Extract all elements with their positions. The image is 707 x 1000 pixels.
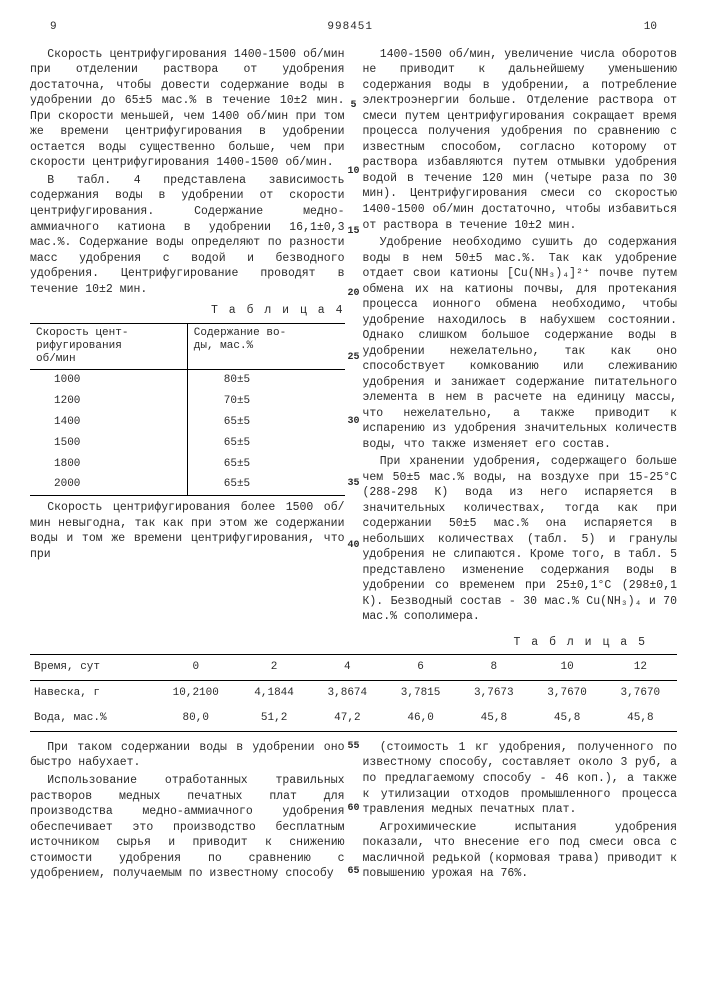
table-cell: 3,7670 xyxy=(604,681,677,706)
paragraph: Удобрение необходимо сушить до содержани… xyxy=(363,235,678,452)
line-number: 35 xyxy=(347,477,359,491)
table-cell: 3,7673 xyxy=(457,681,530,706)
table-cell: 1800 xyxy=(30,454,187,475)
line-number: 55 xyxy=(347,740,359,754)
table-row: 140065±5 xyxy=(30,412,345,433)
table-cell: 1400 xyxy=(30,412,187,433)
table4-header: Содержание во- ды, мас.% xyxy=(187,323,344,370)
table-4: Скорость цент- рифугирования об/мин Соде… xyxy=(30,323,345,497)
line-number: 40 xyxy=(347,539,359,553)
table-cell: 45,8 xyxy=(457,706,530,731)
table-cell: 80±5 xyxy=(187,370,344,391)
table-header-cell: 8 xyxy=(457,655,530,681)
bottom-left-column: При таком содержании воды в удобрении он… xyxy=(30,740,345,884)
paragraph: Агрохимические испытания удобрения показ… xyxy=(363,820,678,882)
table-header-cell: 10 xyxy=(530,655,603,681)
table-header-cell: 0 xyxy=(154,655,237,681)
table-cell: 45,8 xyxy=(530,706,603,731)
table-cell: Вода, мас.% xyxy=(30,706,154,731)
table-row: 180065±5 xyxy=(30,454,345,475)
line-number: 15 xyxy=(347,225,359,239)
table-row: Навеска, г10,21004,18443,86743,78153,767… xyxy=(30,681,677,706)
table-cell: 45,8 xyxy=(604,706,677,731)
line-number: 65 xyxy=(347,865,359,879)
table4-header: Скорость цент- рифугирования об/мин xyxy=(30,323,187,370)
table5-title: Т а б л и ц а 5 xyxy=(30,635,647,651)
line-number: 30 xyxy=(347,415,359,429)
line-number: 25 xyxy=(347,351,359,365)
bottom-columns: 55 60 65 При таком содержании воды в удо… xyxy=(30,740,677,884)
document-number: 998451 xyxy=(327,20,373,35)
table-cell: 65±5 xyxy=(187,454,344,475)
table-header-cell: 6 xyxy=(384,655,457,681)
paragraph: При таком содержании воды в удобрении он… xyxy=(30,740,345,771)
page-num-left: 9 xyxy=(50,20,57,35)
table-cell: 1000 xyxy=(30,370,187,391)
page-header: 9 998451 10 xyxy=(30,20,677,35)
table-cell: 65±5 xyxy=(187,474,344,495)
table-cell: Навеска, г xyxy=(30,681,154,706)
table-cell: 51,2 xyxy=(237,706,310,731)
table-header-cell: 12 xyxy=(604,655,677,681)
table-cell: 65±5 xyxy=(187,412,344,433)
table-row: Вода, мас.%80,051,247,246,045,845,845,8 xyxy=(30,706,677,731)
paragraph: Скорость центрифугирования 1400-1500 об/… xyxy=(30,47,345,171)
paragraph: Использование отработанных травильных ра… xyxy=(30,773,345,882)
table-row: 200065±5 xyxy=(30,474,345,495)
page-num-right: 10 xyxy=(644,20,657,35)
table-cell: 4,1844 xyxy=(237,681,310,706)
table-cell: 2000 xyxy=(30,474,187,495)
table-cell: 3,7815 xyxy=(384,681,457,706)
table-row: 120070±5 xyxy=(30,391,345,412)
paragraph: 1400-1500 об/мин, увеличение числа оборо… xyxy=(363,47,678,233)
line-number: 5 xyxy=(350,99,356,113)
line-number: 20 xyxy=(347,287,359,301)
right-column: 1400-1500 об/мин, увеличение числа оборо… xyxy=(363,47,678,627)
table-header-cell: 2 xyxy=(237,655,310,681)
table-cell: 10,2100 xyxy=(154,681,237,706)
table-header-cell: Время, сут xyxy=(30,655,154,681)
table4-title: Т а б л и ц а 4 xyxy=(30,303,345,319)
table-cell: 1200 xyxy=(30,391,187,412)
line-number: 60 xyxy=(347,802,359,816)
main-columns: 5 10 15 20 25 30 35 40 Скорость центрифу… xyxy=(30,47,677,627)
paragraph: В табл. 4 представлена зависимость содер… xyxy=(30,173,345,297)
table-cell: 80,0 xyxy=(154,706,237,731)
paragraph: При хранении удобрения, содержащего боль… xyxy=(363,454,678,625)
table-cell: 3,8674 xyxy=(311,681,384,706)
table-cell: 46,0 xyxy=(384,706,457,731)
line-number: 10 xyxy=(347,165,359,179)
table-cell: 65±5 xyxy=(187,433,344,454)
paragraph: Скорость центрифугирования более 1500 об… xyxy=(30,500,345,562)
table-cell: 47,2 xyxy=(311,706,384,731)
bottom-right-column: (стоимость 1 кг удобрения, полученного п… xyxy=(363,740,678,884)
table-header-cell: 4 xyxy=(311,655,384,681)
left-column: Скорость центрифугирования 1400-1500 об/… xyxy=(30,47,345,627)
table5-section: Т а б л и ц а 5 Время, сут024681012 Наве… xyxy=(30,635,677,732)
table-row: 100080±5 xyxy=(30,370,345,391)
table-cell: 70±5 xyxy=(187,391,344,412)
table-5: Время, сут024681012 Навеска, г10,21004,1… xyxy=(30,654,677,732)
table-row: 150065±5 xyxy=(30,433,345,454)
table-cell: 3,7670 xyxy=(530,681,603,706)
table-cell: 1500 xyxy=(30,433,187,454)
paragraph: (стоимость 1 кг удобрения, полученного п… xyxy=(363,740,678,818)
